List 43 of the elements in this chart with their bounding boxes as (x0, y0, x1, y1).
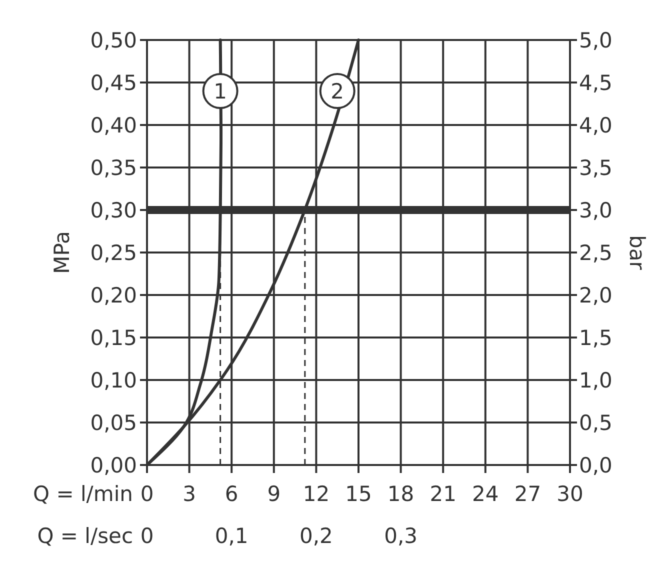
y-tick-label: 0,20 (90, 283, 137, 308)
y-tick-label: 0,00 (90, 453, 137, 478)
y-tick-label: 0,45 (90, 70, 137, 95)
x-tick-label: 6 (224, 482, 238, 506)
y2-tick-label: 1,5 (579, 326, 612, 350)
y2-tick-label: 3,5 (579, 156, 612, 180)
x-tick-label: 12 (302, 482, 330, 506)
x-tick-label: 30 (556, 482, 584, 506)
y2-tick-label: 1,0 (579, 368, 612, 392)
x-tick-label: 27 (514, 482, 542, 506)
x2-tick-label: 0,1 (214, 524, 248, 548)
x-tick-label: 21 (430, 482, 456, 506)
x2-axis-title: Q = l/sec (37, 524, 133, 548)
y2-tick-label: 4,5 (579, 70, 612, 95)
y2-axis-title: bar (625, 235, 649, 270)
annotation: 2 (330, 79, 344, 104)
x2-tick-label: 0,2 (299, 524, 333, 548)
y-tick-label: 0,25 (90, 240, 137, 265)
x-tick-label: 15 (345, 482, 372, 506)
y2-tick-label: 3,0 (579, 198, 612, 222)
y2-tick-label: 2,5 (579, 240, 612, 265)
y-tick-label: 0,15 (90, 326, 137, 350)
x-tick-label: 24 (472, 482, 499, 506)
y-tick-label: 0,40 (90, 113, 137, 138)
y2-tick-label: 0,5 (579, 410, 612, 435)
y2-tick-label: 0,0 (579, 453, 612, 478)
y-tick-label: 0,35 (90, 156, 137, 180)
y2-tick-label: 2,0 (579, 283, 612, 308)
y2-tick-label: 4,0 (579, 113, 612, 138)
x-axis-title: Q = l/min (33, 482, 133, 506)
x-tick-label: 9 (267, 482, 281, 506)
y-axis-title: MPa (50, 231, 74, 274)
y-tick-label: 0,10 (90, 368, 137, 392)
x-tick-label: 18 (387, 482, 414, 506)
x-tick-label: 0 (140, 482, 154, 506)
y-tick-label: 0,50 (90, 28, 137, 52)
x2-tick-label: 0 (140, 524, 154, 548)
y-tick-label: 0,05 (90, 410, 137, 435)
annotation: 1 (214, 79, 228, 104)
x-tick-label: 3 (182, 482, 196, 506)
y2-tick-label: 5,0 (579, 28, 612, 52)
x2-tick-label: 0,3 (384, 524, 418, 548)
y-tick-label: 0,30 (90, 198, 137, 222)
